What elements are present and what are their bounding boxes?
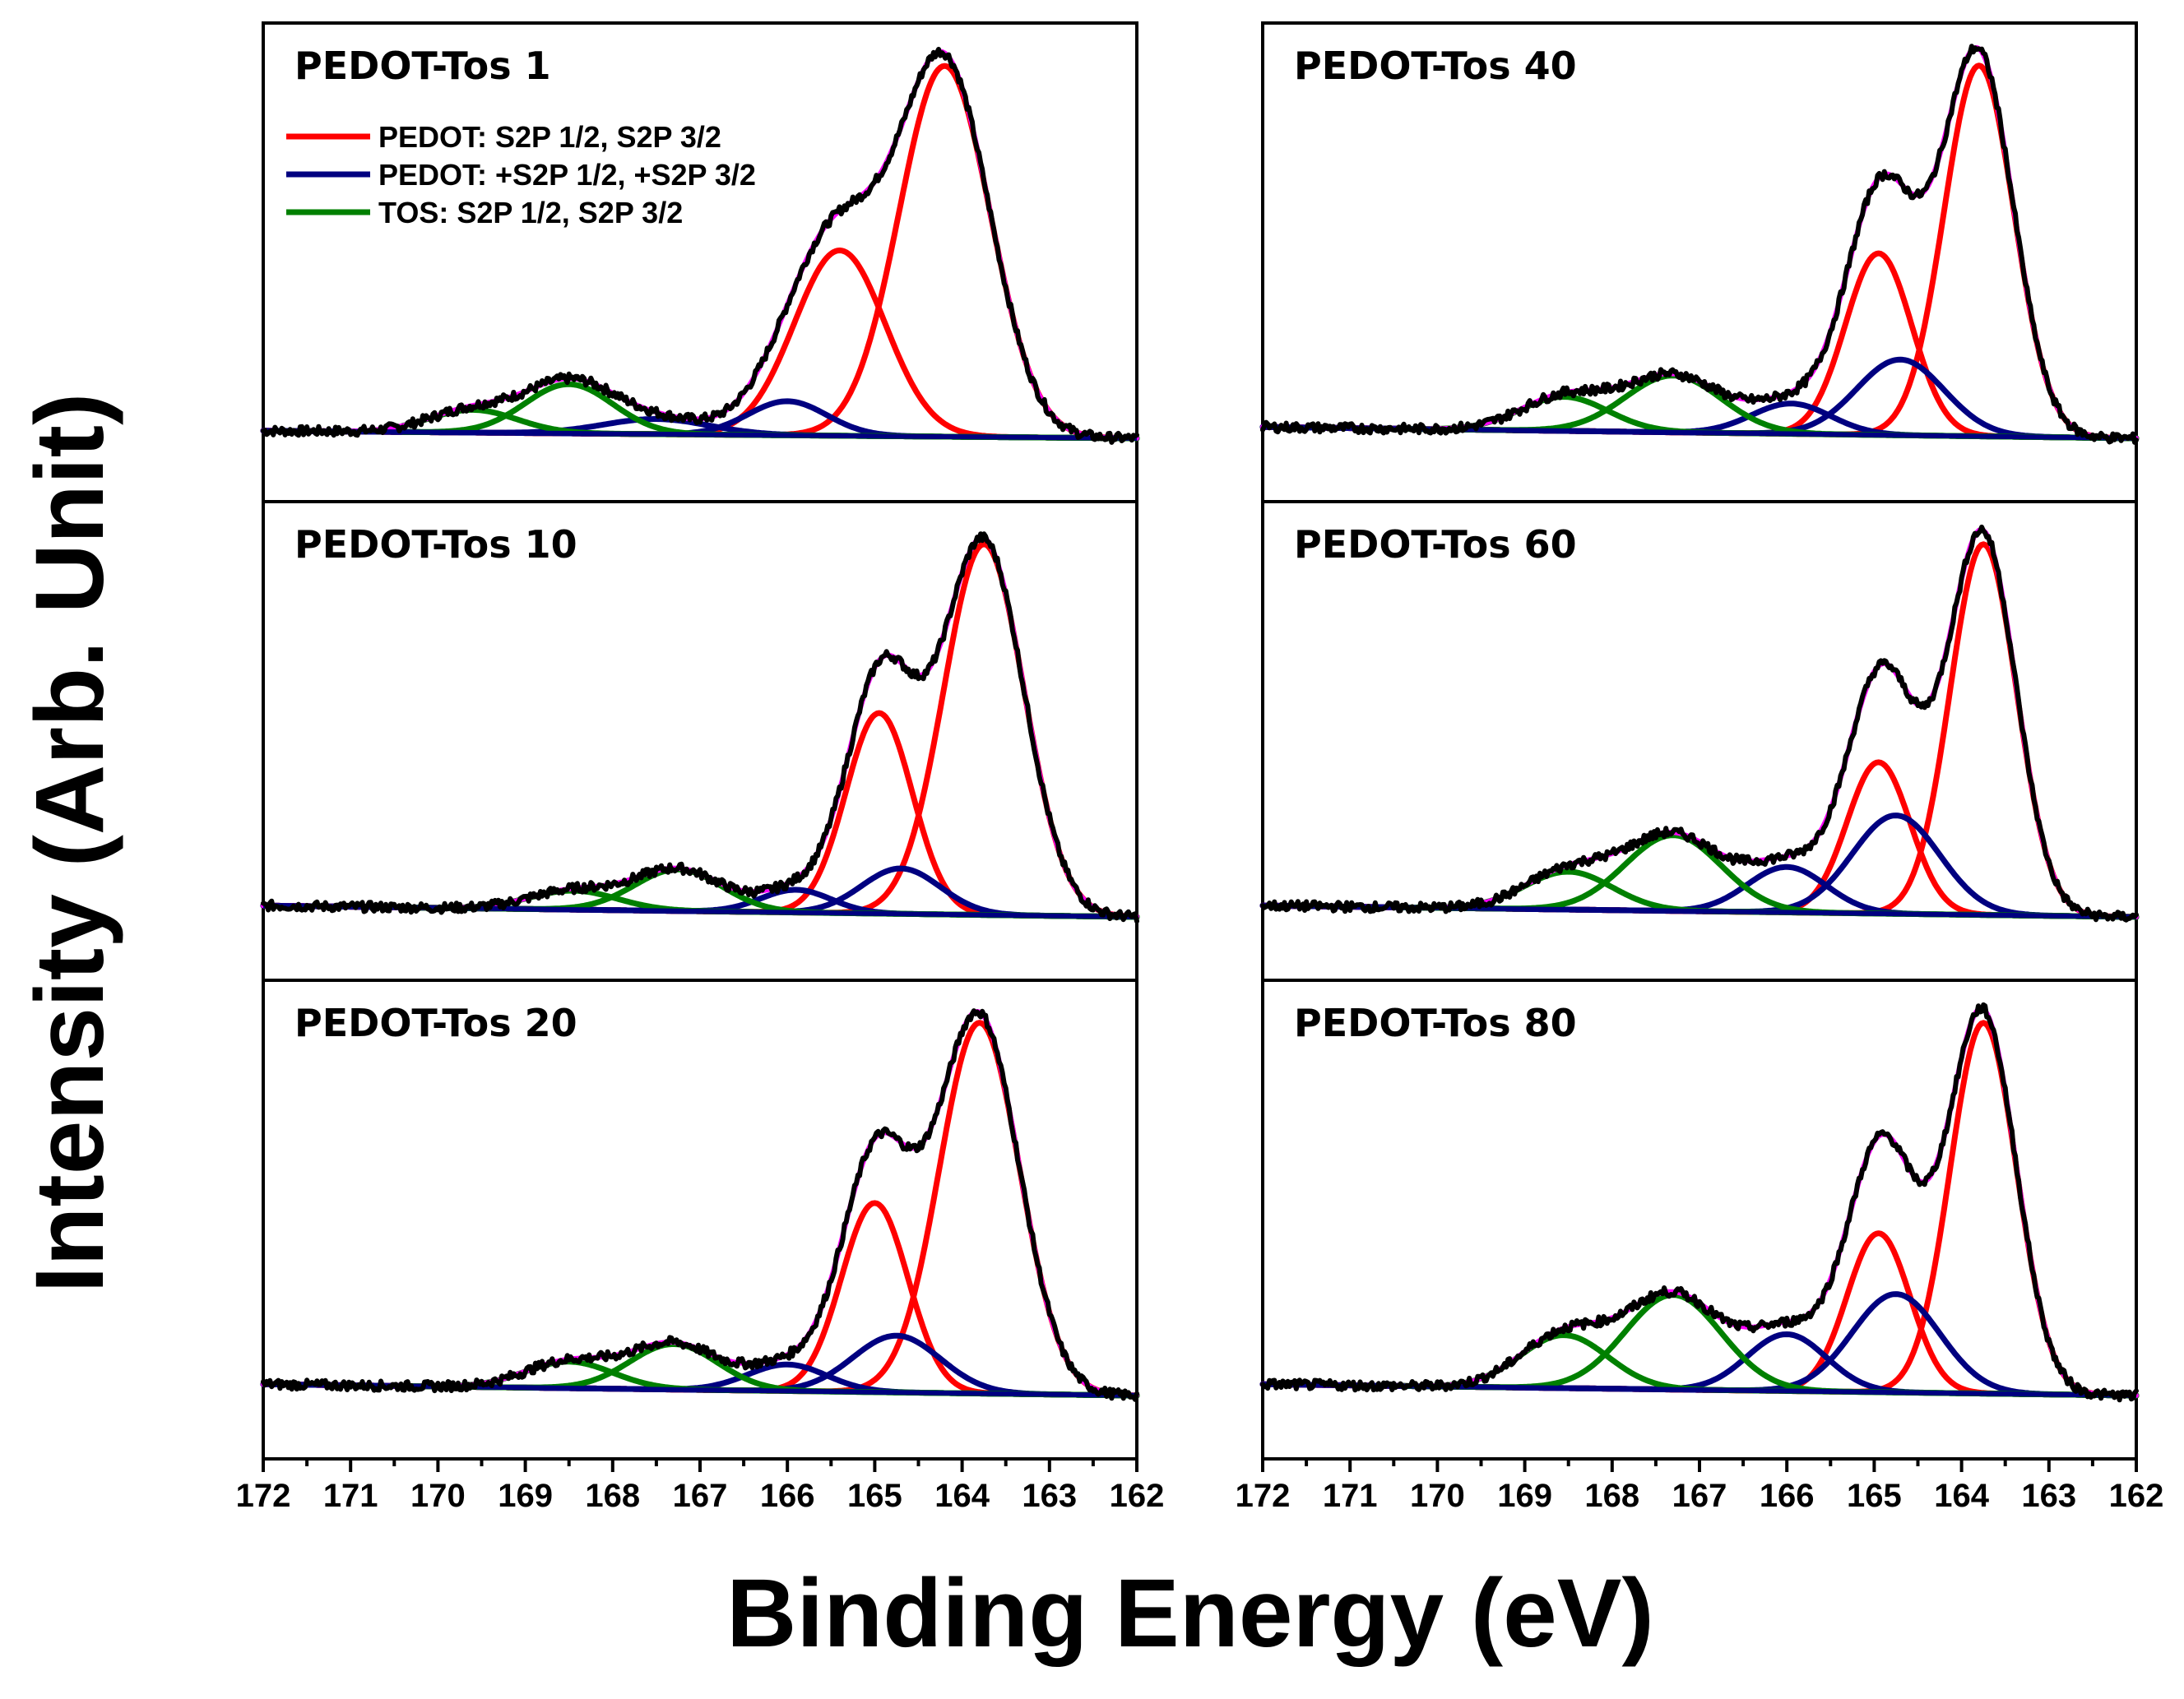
measured-spectrum [261,46,1139,445]
x-tick-label: 165 [1847,1478,1902,1514]
x-tick-label: 164 [1934,1478,1989,1514]
x-tick-label: 166 [1760,1478,1815,1514]
x-tick-label: 166 [760,1478,815,1514]
x-tick-label: 162 [1110,1478,1165,1514]
fit-envelope [261,49,1139,441]
x-tick-label: 163 [2021,1478,2076,1514]
tos-component-5 [1399,1292,2140,1399]
panel-2: PEDOT-Tos 10 [260,522,1140,924]
panel-title: PEDOT-Tos 10 [294,522,577,567]
x-tick-label: 170 [1410,1478,1465,1514]
x-tick-label: 168 [1584,1478,1639,1514]
x-tick-label: 167 [1672,1478,1727,1514]
panel-6: PEDOT-Tos 80 [1259,1001,2140,1403]
x-tick-label: 165 [847,1478,902,1514]
panel-title: PEDOT-Tos 60 [1294,522,1577,567]
panel-title: PEDOT-Tos 20 [294,1001,577,1045]
fit-envelope [261,1009,1139,1398]
panel-title: PEDOT-Tos 40 [1294,44,1577,88]
legend-entry: PEDOT: +S2P 1/2, +S2P 3/2 [378,158,756,192]
measured-spectrum [1260,44,2139,445]
panel-5: PEDOT-Tos 60 [1259,522,2140,923]
panel-4: PEDOT-Tos 40 [1259,44,2140,445]
legend-entry: PEDOT: S2P 1/2, S2P 3/2 [378,120,721,154]
pedot-component-2 [260,710,1140,920]
x-tick-label: 169 [498,1478,553,1514]
pedot-component-2 [1259,1230,2140,1399]
pedot-component-2 [260,1200,1140,1399]
x-tick-label: 168 [585,1478,640,1514]
plot-frame-col-0 [262,21,1138,1461]
x-tick-label: 172 [1236,1478,1291,1514]
measured-spectrum [1260,524,2139,923]
measured-spectrum [1260,1002,2139,1403]
x-tick-label: 172 [236,1478,291,1514]
x-tick-label: 171 [1323,1478,1378,1514]
panel-grid: 172 171 170 169 168 167 166 165 164 163 162 172 171 1… [236,21,2164,1514]
measured-spectrum [261,1008,1139,1402]
x-tick-label: 169 [1497,1478,1552,1514]
panel-title: PEDOT-Tos 80 [1294,1001,1577,1045]
x-tick-label: 162 [2109,1478,2164,1514]
legend: PEDOT: S2P 1/2, S2P 3/2 PEDOT: +S2P 1/2, … [286,120,756,229]
plot-frame-col-1 [1261,21,2138,1461]
legend-entry: TOS: S2P 1/2, S2P 3/2 [378,196,683,229]
x-tick-label: 164 [934,1478,990,1514]
x-axis-label: Binding Energy (eV) [726,1559,1654,1668]
x-tick-label: 170 [410,1478,466,1514]
x-tick-label: 167 [673,1478,728,1514]
panel-3: PEDOT-Tos 20 [260,1001,1140,1402]
x-tick-label: 171 [323,1478,378,1514]
panel-title: PEDOT-Tos 1 [294,44,551,88]
y-axis-label: Intensity (Arb. Unit) [16,393,124,1294]
tos-component-5 [1399,832,2140,920]
fit-envelope [1260,527,2139,919]
background-line [262,428,1138,441]
fit-envelope [1260,1005,2139,1398]
pedot-component-2 [1259,250,2140,442]
measured-spectrum [261,531,1139,924]
x-tick-label: 163 [1022,1478,1077,1514]
